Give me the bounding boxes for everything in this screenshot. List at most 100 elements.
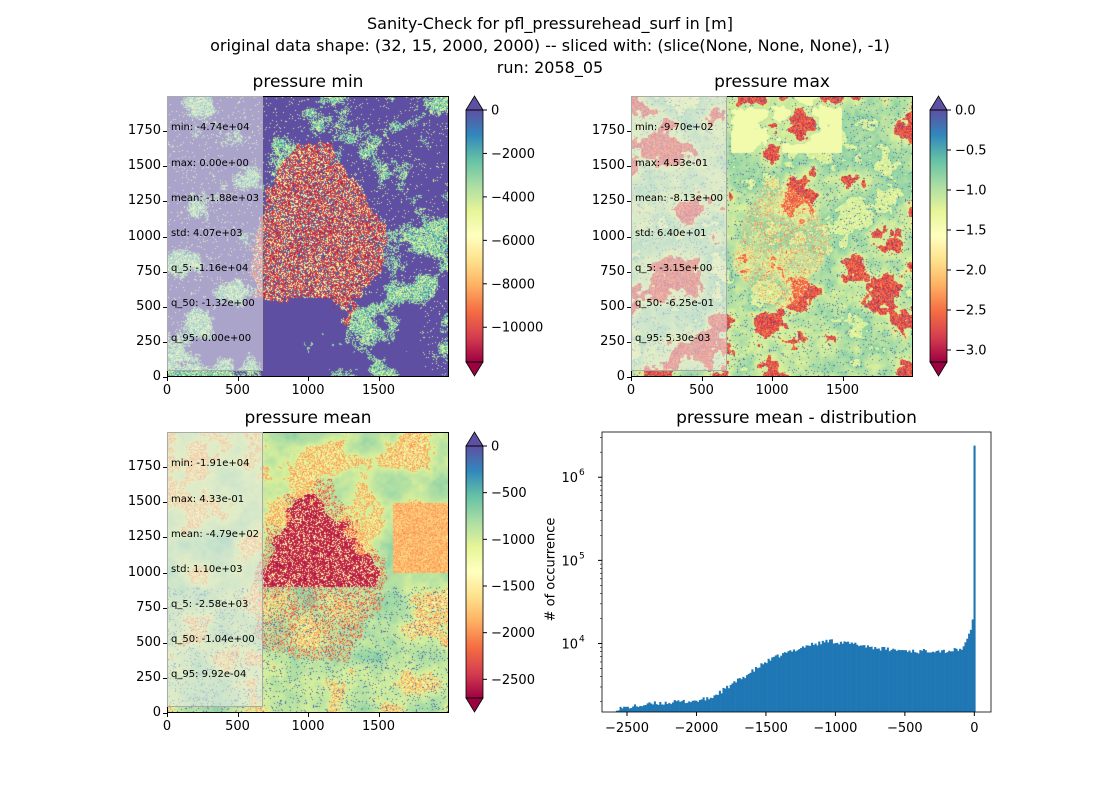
x-tick-mark — [167, 713, 168, 717]
histogram-bar — [626, 706, 629, 712]
y-tick-label: 1500 — [127, 158, 161, 174]
histogram-bar — [738, 678, 741, 712]
histogram-bar — [713, 695, 716, 712]
histogram-bar — [680, 701, 684, 712]
histogram-bar — [924, 650, 927, 712]
panel-title-pressure-mean: pressure mean — [244, 408, 372, 428]
histogram-bar — [874, 647, 877, 712]
y-tick-label: 500 — [136, 634, 161, 650]
histogram-bar — [825, 639, 828, 712]
histogram-bar — [865, 647, 868, 712]
colorbar-tick-label: −6000 — [491, 234, 535, 249]
histogram-bar — [939, 652, 942, 712]
histogram-bar — [953, 648, 956, 712]
y-tick-label: 750 — [136, 599, 161, 615]
x-tick-mark — [378, 377, 380, 381]
histogram-bar — [792, 649, 795, 712]
histogram-bar — [722, 687, 725, 712]
histogram-bar — [729, 684, 732, 712]
histogram-bar — [935, 651, 938, 712]
histogram-bar — [708, 699, 711, 712]
histogram-bar — [834, 643, 837, 712]
histogram-bar — [653, 701, 656, 712]
histogram-bar — [778, 657, 781, 712]
histogram-bar — [617, 710, 620, 712]
histogram-bar — [765, 663, 768, 712]
histogram-bar — [892, 648, 895, 712]
y-tick-label: 500 — [600, 298, 625, 314]
histogram-bar — [735, 682, 738, 712]
histogram-bar — [910, 652, 913, 712]
y-tick-mark — [163, 572, 167, 574]
histogram-bar — [704, 700, 707, 712]
colorbar-tick-label: 0 — [491, 104, 499, 119]
y-tick-mark — [163, 642, 167, 644]
histogram-bar — [960, 649, 963, 712]
y-tick-label: 0 — [616, 369, 625, 384]
y-tick-label: 250 — [136, 669, 161, 685]
stat-q95: q_95: 0.00e+00 — [171, 333, 252, 345]
histogram-bar — [866, 645, 870, 712]
histogram-bar — [897, 649, 900, 712]
histogram-bar — [767, 658, 770, 712]
histogram-bar — [615, 710, 618, 712]
histogram-bar — [771, 657, 774, 712]
histogram-bar — [673, 700, 676, 712]
x-tick-label: 0 — [162, 719, 172, 734]
y-tick-label: 0 — [152, 369, 161, 384]
histogram-bar — [948, 650, 951, 712]
histogram-bar — [805, 645, 808, 712]
y-tick-label: 750 — [600, 263, 625, 279]
stat-max: max: 0.00e+00 — [171, 157, 249, 169]
y-tick-label: 1000 — [127, 228, 161, 244]
histogram-bar — [966, 638, 969, 712]
histogram-bar — [782, 653, 785, 712]
histogram-bar — [859, 645, 862, 712]
histogram-bar — [621, 708, 624, 712]
y-tick-mark — [627, 341, 631, 343]
histogram-bar — [904, 650, 907, 712]
stat-q95: q_95: 5.30e-03 — [635, 333, 711, 345]
histogram-bar — [803, 647, 806, 712]
stat-std: std: 6.40e+01 — [635, 227, 707, 239]
x-tick-mark — [308, 713, 309, 717]
y-tick-mark — [163, 713, 167, 714]
y-tick-label: 1750 — [591, 123, 625, 139]
histogram-bar — [624, 706, 628, 712]
histogram-bar — [774, 655, 777, 712]
stat-min: min: -4.74e+04 — [171, 122, 250, 134]
histogram-bar — [926, 652, 929, 712]
histogram-bar — [745, 675, 749, 712]
y-tick-label: 1750 — [127, 123, 161, 139]
colorbar: 0 −2000 −4000 −6000 −8000 −10000 — [465, 95, 543, 377]
colorbar-gradient — [466, 446, 483, 698]
histogram-bar — [652, 704, 655, 712]
colorbar-extend-max — [465, 95, 484, 111]
histogram-bar — [854, 642, 857, 712]
y-tick-mark — [163, 467, 167, 469]
colorbar-extend-min — [465, 361, 484, 377]
histogram-bar — [895, 650, 898, 712]
histogram-bar — [868, 646, 871, 712]
histogram-bar — [968, 633, 971, 712]
histogram-bar — [731, 683, 734, 712]
histogram-bar — [951, 651, 954, 712]
histogram-bar — [973, 445, 975, 712]
histogram-bar — [798, 649, 801, 712]
panel-title-pressure-max: pressure max — [714, 72, 830, 92]
histogram-bar — [753, 671, 756, 712]
histogram-bar — [641, 706, 644, 712]
x-tick-label: 1000 — [291, 719, 325, 734]
stat-max: max: 4.33e-01 — [171, 493, 245, 505]
histogram-bar — [877, 648, 880, 712]
histogram-bar — [870, 646, 873, 712]
histogram-bar — [908, 650, 911, 712]
histogram-bar — [623, 706, 626, 712]
stats-box: min: -4.74e+04 max: 0.00e+00 mean: -1.88… — [167, 96, 264, 372]
y-tick-mark — [163, 341, 167, 343]
histogram-bar — [807, 645, 810, 712]
histogram-bar — [740, 679, 743, 712]
histogram-bar — [845, 642, 848, 712]
colorbar-tick-label: −2000 — [491, 626, 535, 641]
histogram-bar — [827, 642, 830, 712]
